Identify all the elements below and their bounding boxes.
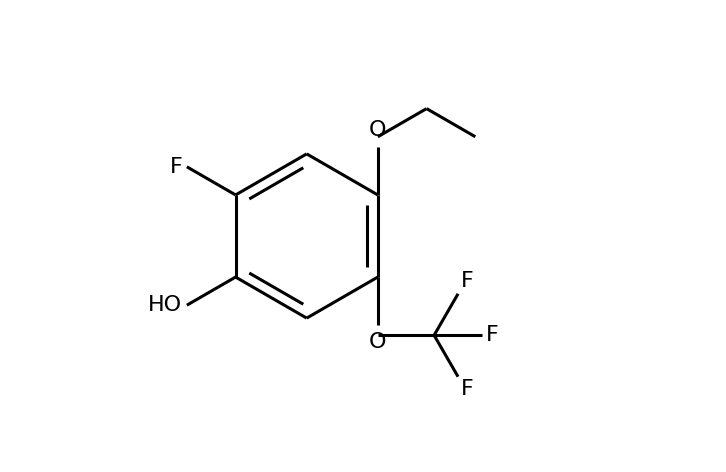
Text: O: O bbox=[369, 332, 386, 352]
Text: O: O bbox=[369, 120, 386, 140]
Text: F: F bbox=[460, 379, 473, 399]
Text: F: F bbox=[460, 271, 473, 291]
Text: F: F bbox=[169, 157, 182, 177]
Text: HO: HO bbox=[148, 295, 182, 315]
Text: F: F bbox=[486, 325, 499, 345]
